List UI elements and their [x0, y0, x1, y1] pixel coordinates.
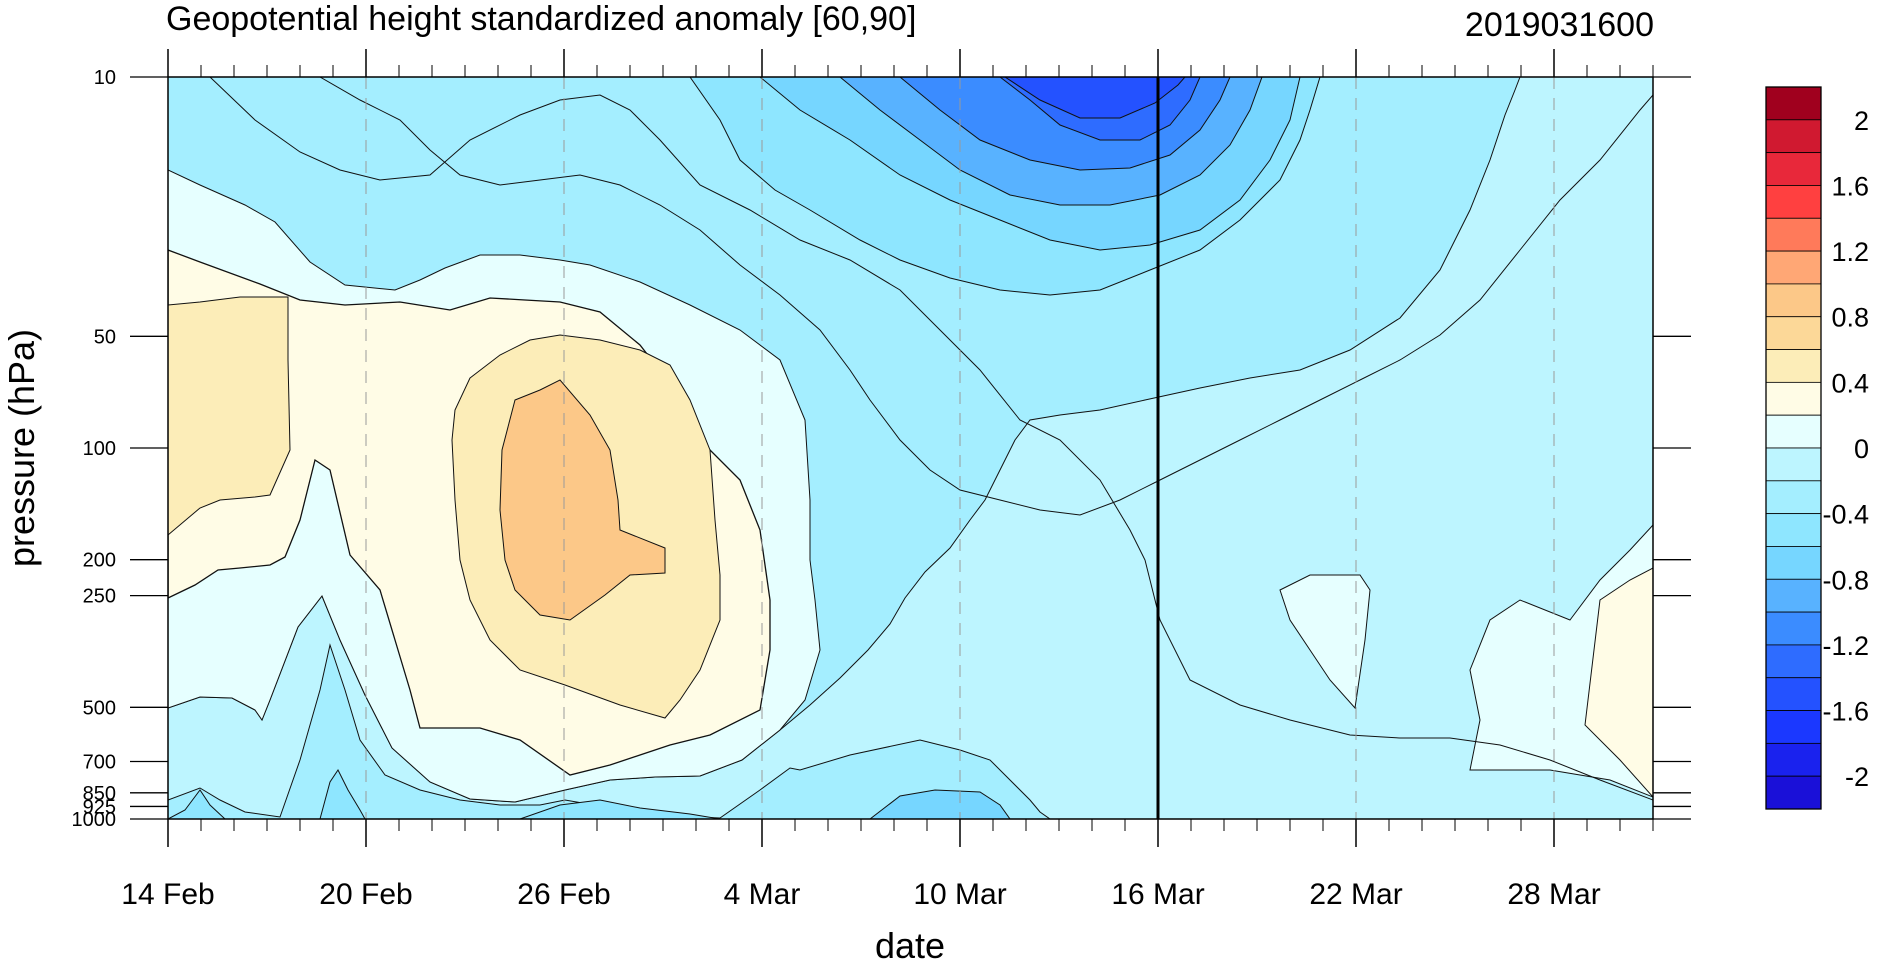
y-tick-label: 100 — [83, 438, 116, 460]
colorbar-label: 1.2 — [1831, 237, 1869, 267]
contour-fill — [168, 769, 721, 819]
contour-fill-layer — [168, 77, 1653, 819]
x-tick-label: 16 Mar — [1111, 878, 1204, 911]
colorbar-swatch — [1765, 185, 1822, 219]
x-tick-label: 20 Feb — [319, 878, 412, 911]
contour-fill — [869, 789, 1011, 819]
colorbar-label: 0 — [1854, 434, 1869, 464]
contour-line — [319, 77, 1653, 516]
contour-line — [209, 77, 1653, 801]
y-tick-label: 250 — [83, 586, 116, 608]
x-tick-label: 22 Mar — [1309, 878, 1402, 911]
colorbar-swatch — [1765, 710, 1822, 744]
y-tick-label: 1000 — [72, 809, 117, 831]
colorbar-label: -2 — [1845, 762, 1869, 792]
colorbar-swatch — [1765, 513, 1822, 547]
colorbar-swatch — [1765, 414, 1822, 449]
contour-fill — [1584, 567, 1653, 798]
y-tick-label: 10 — [94, 67, 116, 89]
y-tick-label: 925 — [83, 796, 116, 818]
chart-title: Geopotential height standardized anomaly… — [166, 0, 916, 38]
colorbar-swatch — [1765, 677, 1822, 711]
contour-fill — [168, 296, 721, 719]
colorbar-swatch — [1765, 546, 1822, 580]
y-tick-label: 700 — [83, 752, 116, 774]
colorbar-swatch — [1765, 217, 1822, 252]
colorbar: 2 1.6 1.2 0.8 0.4 0 -0.4 -0.8 -1.2 -1.6 -2 — [1765, 86, 1869, 810]
contour-fill — [1279, 524, 1653, 798]
x-tick-label: 28 Mar — [1507, 878, 1600, 911]
contour-fill — [499, 379, 666, 621]
y-tick-label: 50 — [94, 326, 116, 348]
colorbar-label: 2 — [1854, 106, 1869, 136]
y-tick-label: 850 — [83, 783, 116, 805]
y-tick-label: 500 — [83, 697, 116, 719]
x-tick-label: 4 Mar — [724, 878, 801, 911]
colorbar-frame — [1765, 86, 1822, 810]
x-axis-title: date — [875, 925, 945, 963]
chart-subtitle: 2019031600 — [1465, 6, 1654, 44]
colorbar-label: 1.6 — [1831, 171, 1869, 201]
colorbar-label: -0.4 — [1822, 500, 1869, 530]
colorbar-swatch — [1765, 349, 1822, 383]
contour-fill — [168, 643, 1051, 819]
contour-fill — [1004, 77, 1186, 119]
colorbar-swatch — [1765, 86, 1822, 121]
colorbar-swatch — [1765, 381, 1822, 416]
x-tick-label: 26 Feb — [517, 878, 610, 911]
colorbar-swatch — [1765, 316, 1822, 350]
colorbar-swatch — [1765, 644, 1822, 679]
colorbar-label: 0.8 — [1831, 303, 1869, 333]
x-tick-label: 10 Mar — [913, 878, 1006, 911]
colorbar-swatch — [1765, 283, 1822, 318]
colorbar-swatch — [1765, 250, 1822, 285]
colorbar-swatch — [1765, 775, 1822, 810]
colorbar-swatch — [1765, 152, 1822, 186]
y-tick-label: 200 — [83, 550, 116, 572]
colorbar-label: -1.2 — [1822, 631, 1869, 661]
x-tick-label: 14 Feb — [121, 878, 214, 911]
colorbar-swatch — [1765, 742, 1822, 777]
colorbar-label: -0.8 — [1822, 565, 1869, 595]
colorbar-swatch — [1765, 447, 1822, 482]
colorbar-swatch — [1765, 611, 1822, 646]
y-axis-title: pressure (hPa) — [1, 329, 42, 567]
colorbar-label: 0.4 — [1831, 368, 1869, 398]
colorbar-swatch — [1765, 480, 1822, 515]
x-ticks: 14 Feb 20 Feb 26 Feb 4 Mar 10 Mar 16 Mar 22 Ma… — [121, 49, 1654, 911]
colorbar-label: -1.6 — [1822, 697, 1869, 727]
colorbar-swatch — [1765, 578, 1822, 613]
colorbar-swatch — [1765, 119, 1822, 154]
